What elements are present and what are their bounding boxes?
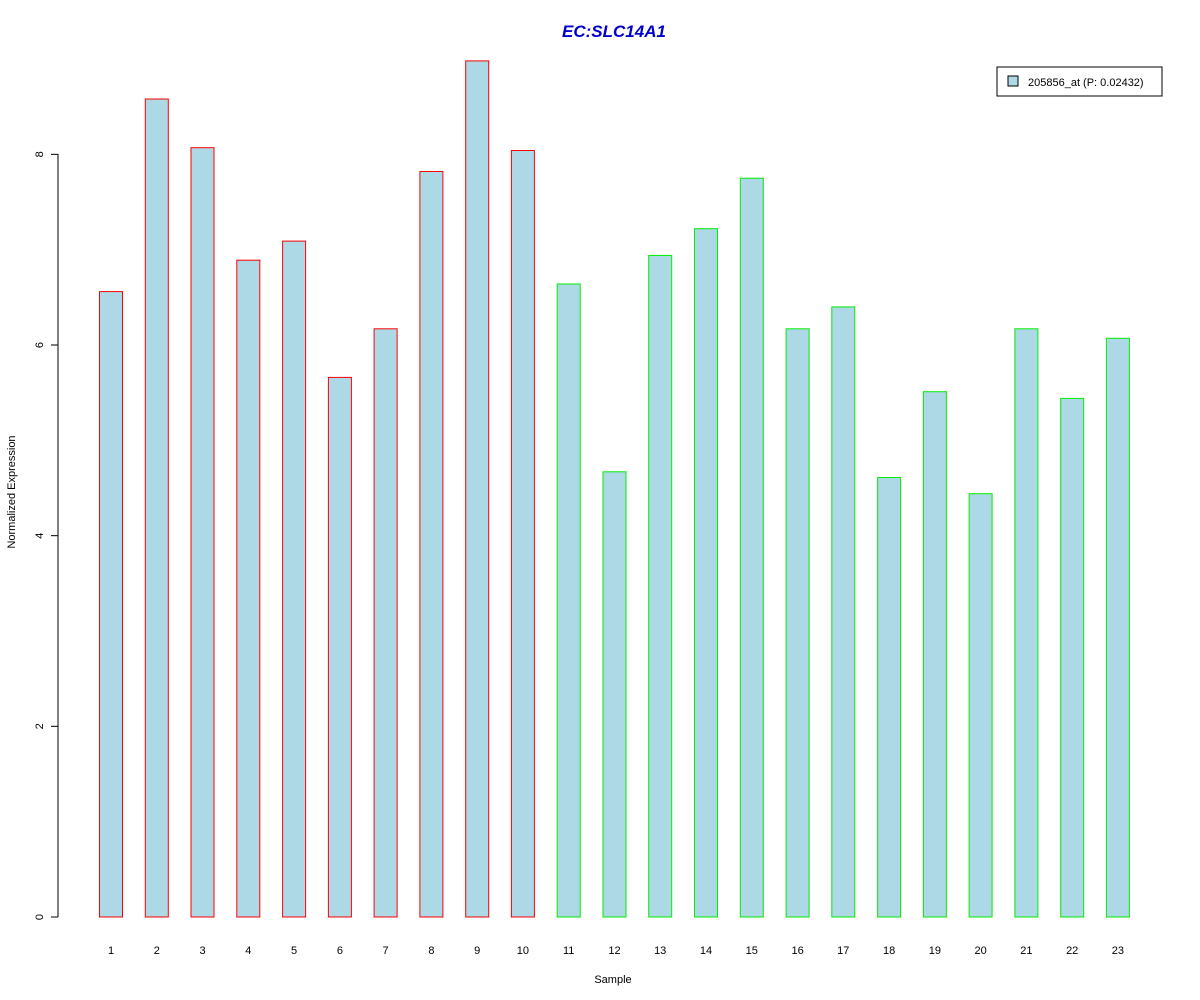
bar (877, 477, 902, 918)
bar (1014, 328, 1039, 918)
bar (739, 177, 764, 918)
y-axis-label: Normalized Expression (6, 435, 18, 548)
x-axis-label: Sample (594, 974, 631, 986)
y-tick-label: 2 (34, 723, 46, 729)
x-tick-label: 5 (291, 945, 297, 957)
y-tick-label: 8 (34, 151, 46, 157)
x-tick-label: 19 (929, 945, 941, 957)
bar (282, 240, 307, 918)
x-tick-label: 10 (517, 945, 529, 957)
x-tick-label: 2 (154, 945, 160, 957)
bar (1105, 337, 1130, 918)
bar (419, 171, 444, 918)
x-tick-label: 7 (383, 945, 389, 957)
legend-box (996, 66, 1163, 97)
bar (99, 291, 123, 918)
bar (1060, 397, 1085, 918)
x-tick-label: 4 (245, 945, 251, 957)
bar (922, 391, 947, 918)
x-tick-label: 23 (1112, 945, 1124, 957)
y-axis-ticks: 0 2 4 6 8 (34, 151, 58, 920)
bar (327, 376, 352, 918)
x-tick-label: 16 (791, 945, 803, 957)
x-tick-label: 21 (1020, 945, 1032, 957)
x-axis-tick-labels: 1 2 3 4 5 6 7 8 9 10 11 12 13 14 15 16 17 18 19 20 21 22 23 (108, 945, 1124, 957)
x-tick-label: 12 (608, 945, 620, 957)
bar (510, 150, 535, 918)
x-tick-label: 22 (1066, 945, 1078, 957)
y-tick-label: 0 (34, 914, 46, 920)
bars (99, 60, 1130, 918)
bar (144, 98, 169, 918)
bar (190, 147, 215, 918)
bar (694, 228, 718, 918)
x-tick-label: 11 (563, 945, 574, 957)
x-tick-label: 9 (474, 945, 480, 957)
legend: 205856_at (P: 0.02432) (996, 66, 1163, 97)
x-tick-label: 17 (837, 945, 849, 957)
y-tick-label: 4 (34, 533, 46, 539)
x-tick-label: 20 (974, 945, 986, 957)
x-tick-label: 13 (654, 945, 666, 957)
x-tick-label: 1 (108, 945, 114, 957)
x-tick-label: 15 (746, 945, 758, 957)
x-tick-label: 14 (700, 945, 712, 957)
bar (465, 60, 490, 918)
y-tick-label: 6 (34, 342, 46, 348)
bar (556, 283, 581, 918)
bar (236, 259, 261, 918)
bar (648, 254, 673, 918)
bar (785, 328, 810, 918)
bar (831, 306, 856, 918)
legend-label: 205856_at (P: 0.02432) (1028, 77, 1144, 89)
chart-title: EC:SLC14A1 (562, 22, 666, 41)
x-tick-label: 8 (428, 945, 434, 957)
bar (602, 471, 627, 918)
x-tick-label: 3 (199, 945, 205, 957)
x-tick-label: 18 (883, 945, 895, 957)
legend-swatch (1007, 75, 1019, 87)
x-tick-label: 6 (337, 945, 343, 957)
bar (968, 493, 993, 918)
bar (373, 328, 398, 918)
